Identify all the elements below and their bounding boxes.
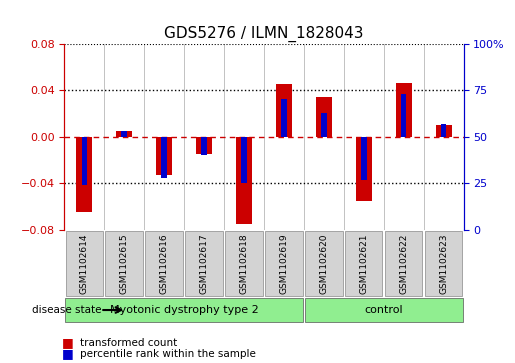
FancyBboxPatch shape — [345, 231, 383, 296]
Bar — [396, 83, 411, 137]
Bar — [76, 137, 92, 212]
Text: GSM1102619: GSM1102619 — [280, 233, 288, 294]
Text: disease state: disease state — [32, 305, 102, 315]
FancyBboxPatch shape — [425, 231, 462, 296]
Text: control: control — [365, 305, 403, 315]
Bar — [241, 137, 247, 183]
Text: GSM1102618: GSM1102618 — [239, 233, 248, 294]
FancyBboxPatch shape — [145, 231, 183, 296]
Bar — [276, 84, 292, 137]
Text: GSM1102620: GSM1102620 — [319, 233, 328, 294]
Text: GSM1102623: GSM1102623 — [439, 233, 448, 294]
Bar — [281, 99, 287, 137]
Bar — [196, 137, 212, 154]
FancyBboxPatch shape — [65, 231, 103, 296]
Bar — [122, 131, 127, 137]
Bar — [356, 137, 372, 201]
FancyBboxPatch shape — [225, 231, 263, 296]
FancyBboxPatch shape — [305, 298, 462, 322]
Bar — [436, 125, 452, 137]
Bar — [161, 137, 167, 178]
Bar — [201, 137, 207, 155]
Bar — [401, 94, 406, 137]
Text: GSM1102616: GSM1102616 — [160, 233, 168, 294]
Bar — [236, 137, 252, 224]
Text: Myotonic dystrophy type 2: Myotonic dystrophy type 2 — [110, 305, 259, 315]
FancyBboxPatch shape — [185, 231, 223, 296]
Bar — [156, 137, 172, 175]
Text: ■: ■ — [62, 337, 74, 350]
FancyBboxPatch shape — [265, 231, 303, 296]
Bar — [81, 137, 87, 185]
Text: ■: ■ — [62, 347, 74, 360]
Bar — [116, 131, 132, 137]
Text: percentile rank within the sample: percentile rank within the sample — [80, 349, 256, 359]
Text: GSM1102615: GSM1102615 — [120, 233, 129, 294]
Text: GSM1102622: GSM1102622 — [399, 233, 408, 294]
Title: GDS5276 / ILMN_1828043: GDS5276 / ILMN_1828043 — [164, 26, 364, 42]
Text: GSM1102617: GSM1102617 — [200, 233, 209, 294]
Bar — [361, 137, 367, 180]
FancyBboxPatch shape — [385, 231, 422, 296]
Bar — [316, 97, 332, 137]
FancyBboxPatch shape — [65, 298, 303, 322]
Bar — [441, 124, 447, 137]
FancyBboxPatch shape — [106, 231, 143, 296]
Bar — [321, 113, 327, 137]
FancyBboxPatch shape — [305, 231, 342, 296]
Text: transformed count: transformed count — [80, 338, 177, 348]
Text: GSM1102614: GSM1102614 — [80, 233, 89, 294]
Text: GSM1102621: GSM1102621 — [359, 233, 368, 294]
